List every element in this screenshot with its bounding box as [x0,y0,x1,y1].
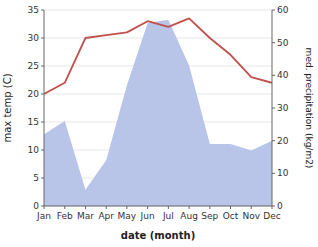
x-tick [209,206,210,209]
x-tick-label: Feb [57,211,73,221]
x-tick [64,206,65,209]
y-tick-label: 30 [28,33,40,43]
x-tick-label: Jun [140,211,155,221]
y2-tick-label: 20 [277,136,289,146]
y2-tick [272,108,275,109]
temperature-line [44,18,272,94]
y2-tick-label: 40 [277,70,289,80]
x-tick-label: Aug [180,211,198,221]
x-tick-label: Nov [242,211,260,221]
grid-line [44,206,272,207]
y-tick-label: 10 [28,145,40,155]
x-tick [147,206,148,209]
y-tick-label: 20 [28,89,40,99]
x-tick [189,206,190,209]
y2-tick [272,206,275,207]
y-tick [41,94,44,95]
y2-tick-label: 0 [277,201,283,211]
y2-tick-label: 30 [277,103,289,113]
x-tick [168,206,169,209]
x-axis-label: date (month) [121,230,195,241]
y2-tick-label: 10 [277,168,289,178]
x-axis-line [44,206,272,207]
x-tick-label: Jan [36,211,51,221]
y-tick-label: 25 [28,61,39,71]
x-tick-label: Sep [201,211,218,221]
x-tick-label: Apr [98,211,114,221]
y-tick [41,206,44,207]
y-tick-label: 15 [28,117,39,127]
y2-tick [272,10,275,11]
grid-line [44,10,272,11]
x-tick [85,206,86,209]
y-tick [41,38,44,39]
x-tick [106,206,107,209]
y2-tick [272,42,275,43]
chart-container: JanFebMarAprMayJunJulAugSepOctNovDec0510… [0,0,318,247]
x-tick [126,206,127,209]
y-tick [41,122,44,123]
x-tick-label: Jul [162,211,174,221]
x-tick [251,206,252,209]
axes: JanFebMarAprMayJunJulAugSepOctNovDec0510… [28,5,289,221]
y-tick-label: 0 [33,201,39,211]
y-tick-label: 35 [28,5,39,15]
y-tick [41,178,44,179]
chart-svg: JanFebMarAprMayJunJulAugSepOctNovDec0510… [0,0,318,247]
y-tick-label: 5 [33,173,39,183]
y2-tick-label: 50 [277,38,289,48]
grid [44,10,272,206]
y2-tick [272,173,275,174]
background [0,0,318,247]
x-tick-label: Mar [77,211,94,221]
plot-area [44,18,272,206]
y-axis-label: max temp (C) [2,73,13,142]
y-tick [41,66,44,67]
precipitation-area [44,20,272,206]
x-tick-label: Oct [223,211,239,221]
y-axis-line [44,10,45,206]
y2-tick-label: 60 [277,5,289,15]
y-tick [41,150,44,151]
y2-tick [272,140,275,141]
y2-axis-label: med. precipitation (kg/m2) [304,48,314,169]
x-tick-label: Dec [263,211,280,221]
x-tick [230,206,231,209]
y-tick [41,10,44,11]
x-tick-label: May [118,211,137,221]
y2-tick [272,75,275,76]
